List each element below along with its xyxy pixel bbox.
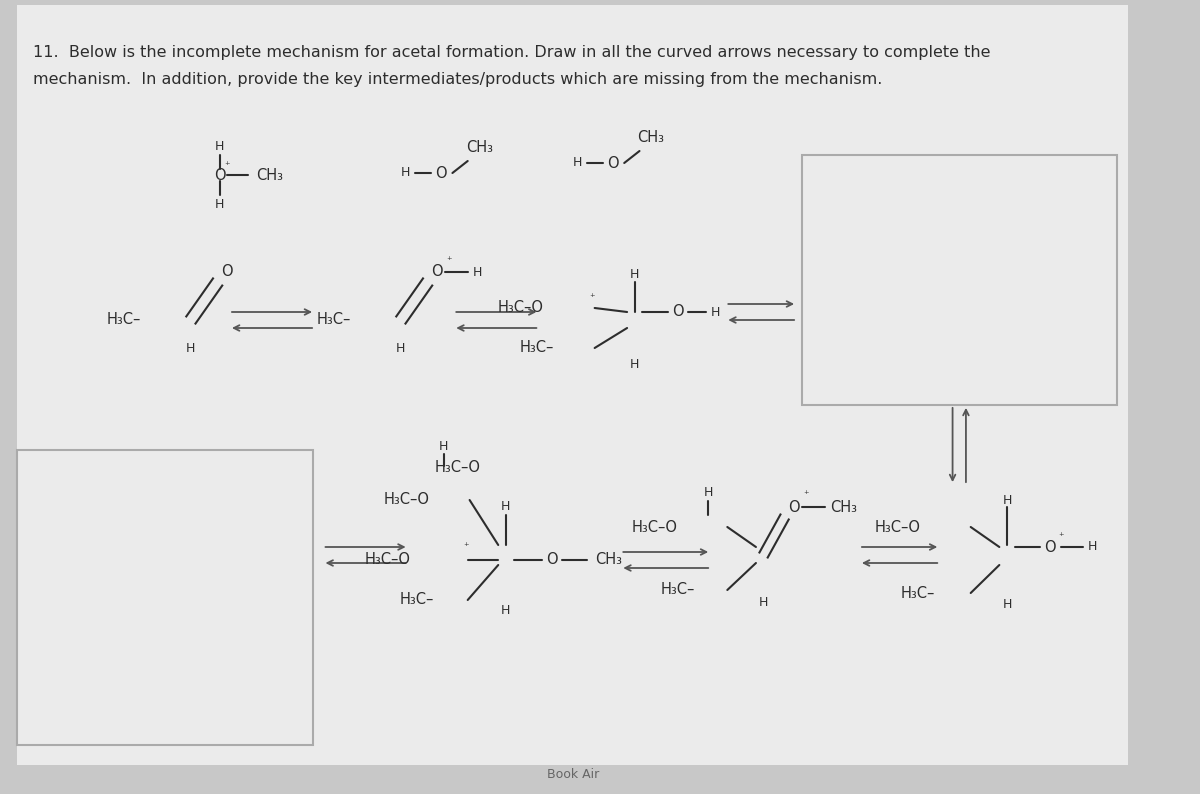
- Text: CH₃: CH₃: [256, 168, 283, 183]
- Bar: [17, 450, 313, 745]
- Text: O: O: [431, 264, 443, 279]
- Text: H₃C–: H₃C–: [520, 341, 553, 356]
- Text: H₃C–O: H₃C–O: [498, 300, 544, 315]
- Text: H: H: [630, 359, 640, 372]
- Text: ⁺: ⁺: [589, 293, 594, 303]
- Text: H₃C–: H₃C–: [400, 592, 434, 607]
- Text: H: H: [502, 603, 510, 616]
- Text: H₃C–: H₃C–: [660, 583, 695, 598]
- Text: mechanism.  In addition, provide the key intermediates/products which are missin: mechanism. In addition, provide the key …: [34, 72, 883, 87]
- Text: H: H: [401, 167, 410, 179]
- Text: H₃C–: H₃C–: [901, 585, 935, 600]
- Text: H₃C–O: H₃C–O: [365, 553, 410, 568]
- Text: 11.  Below is the incomplete mechanism for acetal formation. Draw in all the cur: 11. Below is the incomplete mechanism fo…: [34, 45, 991, 60]
- Text: CH₃: CH₃: [637, 129, 665, 145]
- Text: H: H: [1002, 494, 1012, 507]
- Text: H₃C–O: H₃C–O: [434, 461, 480, 476]
- Text: ⁺: ⁺: [1058, 532, 1064, 542]
- Text: H: H: [572, 156, 582, 169]
- Text: H: H: [630, 268, 640, 282]
- Text: H: H: [186, 341, 196, 354]
- Text: H₃C–: H₃C–: [317, 313, 352, 327]
- Text: H: H: [502, 500, 510, 514]
- Text: H: H: [396, 341, 406, 354]
- Text: H: H: [215, 141, 224, 153]
- Text: ⁺: ⁺: [224, 161, 230, 171]
- Text: CH₃: CH₃: [595, 553, 623, 568]
- Bar: [802, 155, 1117, 405]
- Text: H: H: [1088, 541, 1098, 553]
- Text: CH₃: CH₃: [466, 140, 493, 155]
- Text: H: H: [758, 596, 768, 610]
- Text: O: O: [1044, 539, 1056, 554]
- Text: H: H: [1002, 599, 1012, 611]
- Text: H₃C–O: H₃C–O: [384, 492, 430, 507]
- Text: ⁺: ⁺: [463, 542, 468, 552]
- Text: Book Air: Book Air: [546, 769, 599, 781]
- Text: O: O: [546, 553, 558, 568]
- Text: CH₃: CH₃: [830, 499, 857, 515]
- Text: H₃C–: H₃C–: [107, 313, 142, 327]
- Text: O: O: [672, 305, 684, 319]
- Text: H: H: [473, 265, 482, 279]
- Text: H₃C–O: H₃C–O: [631, 519, 678, 534]
- Text: H: H: [712, 306, 720, 318]
- Text: H: H: [215, 198, 224, 211]
- Text: H: H: [703, 487, 713, 499]
- Text: ⁺: ⁺: [803, 490, 809, 500]
- Text: H₃C–O: H₃C–O: [875, 519, 922, 534]
- Text: H: H: [439, 440, 449, 453]
- Text: O: O: [214, 168, 226, 183]
- Text: ⁺: ⁺: [446, 256, 451, 266]
- Text: O: O: [788, 499, 800, 515]
- Text: O: O: [607, 156, 618, 171]
- Text: O: O: [221, 264, 233, 279]
- Text: O: O: [436, 165, 446, 180]
